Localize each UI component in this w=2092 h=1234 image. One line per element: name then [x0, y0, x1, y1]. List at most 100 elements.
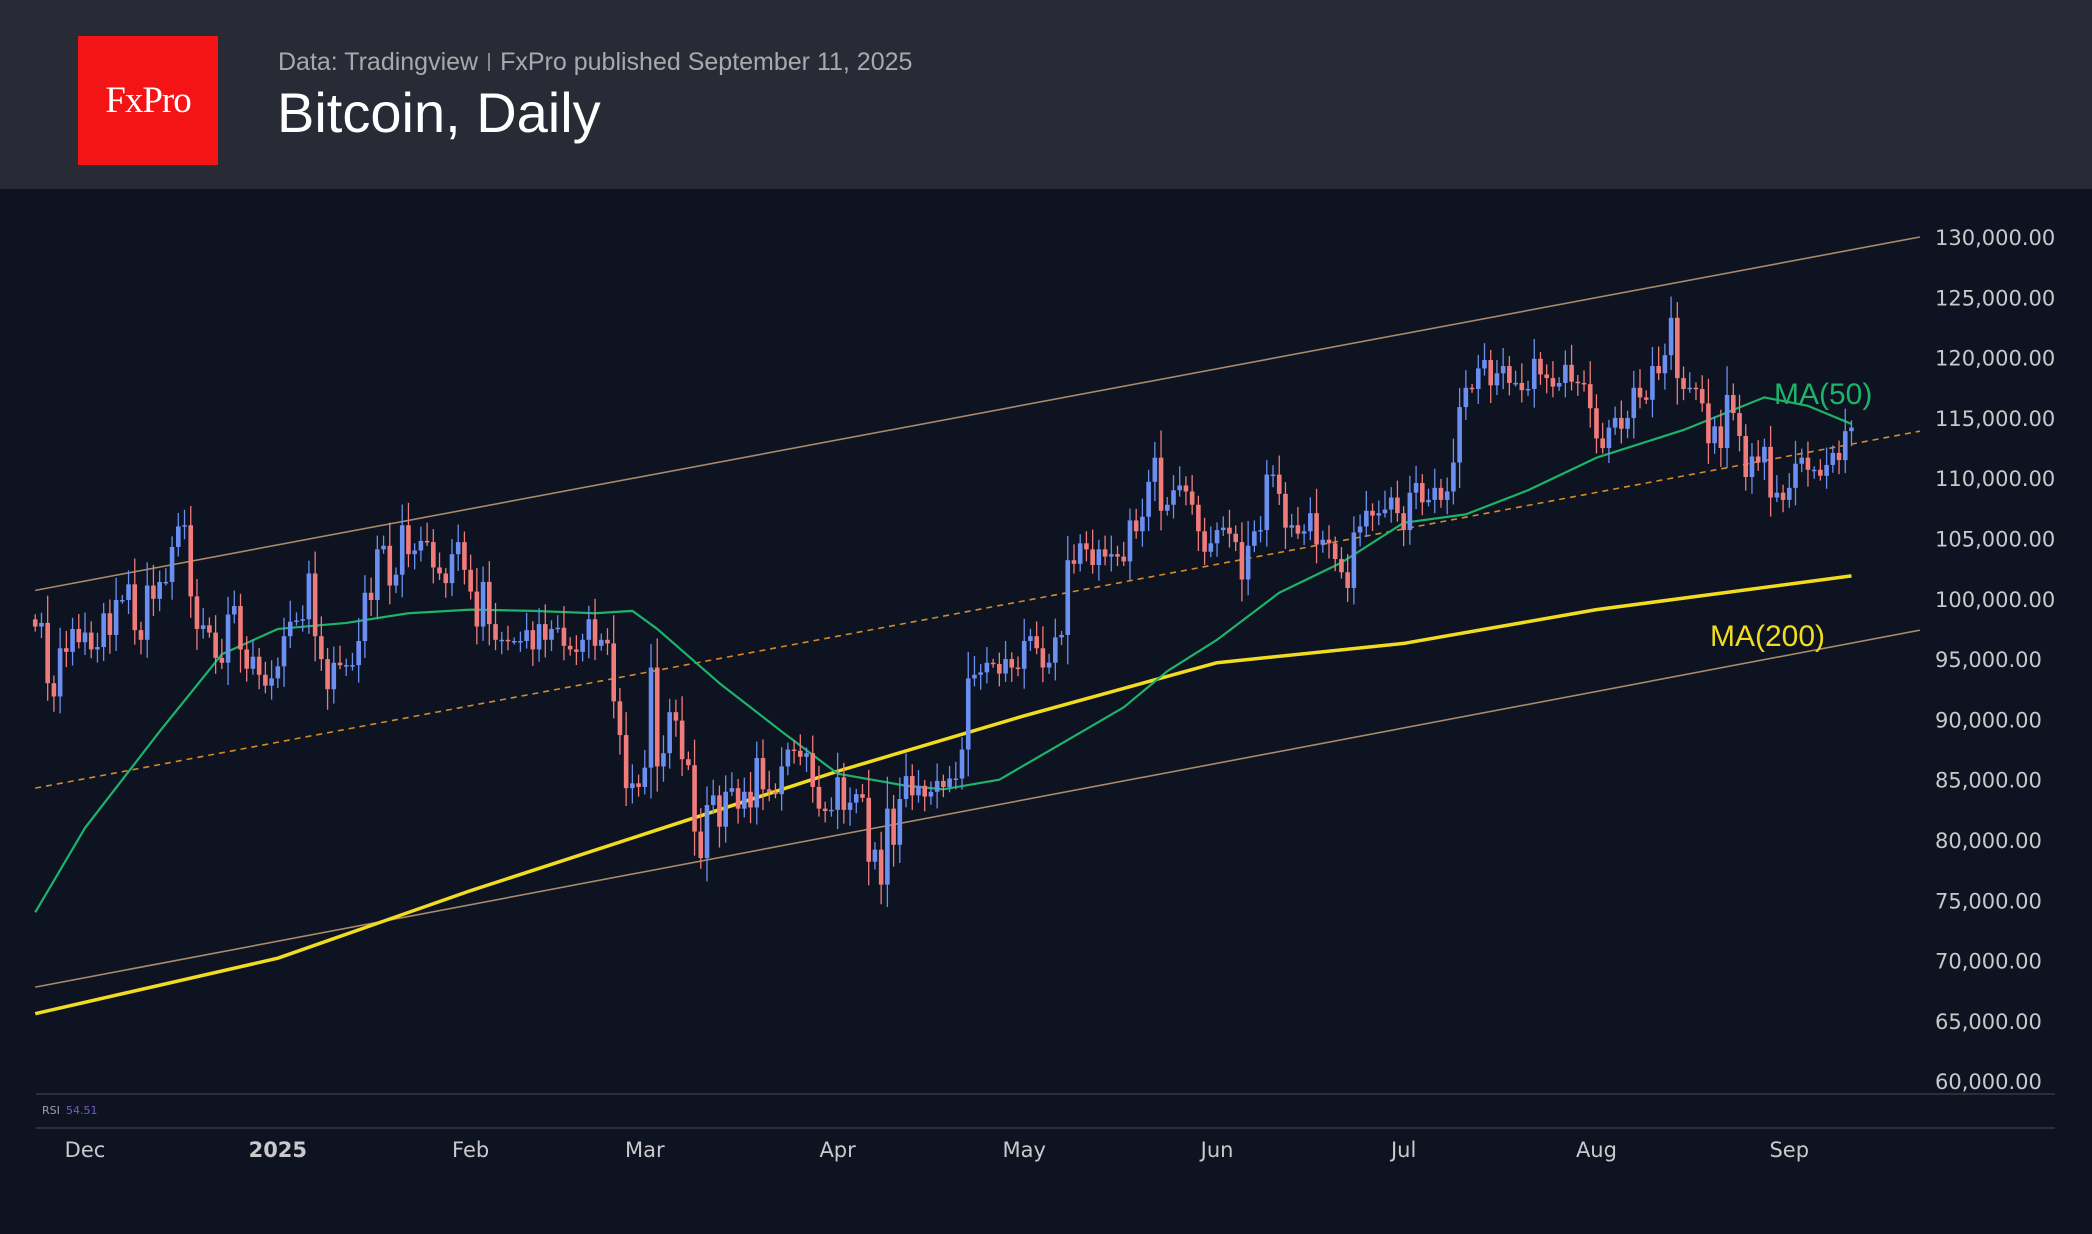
candle-body [1755, 456, 1761, 463]
candle-body [1196, 504, 1201, 532]
candle-body [144, 585, 150, 640]
price-tick-label: 120,000.00 [1935, 347, 2055, 371]
candle-body [1295, 525, 1301, 534]
candle-body [1264, 474, 1270, 531]
candle [586, 605, 592, 659]
candle-body [1071, 560, 1077, 564]
candle-body [1376, 513, 1382, 516]
rsi-label: RSI [42, 1104, 60, 1117]
candle [1146, 469, 1151, 532]
candle-body [1606, 427, 1612, 449]
candle-body [723, 791, 728, 827]
candle [1774, 475, 1780, 503]
candle [424, 522, 430, 546]
candle [120, 594, 125, 604]
candle-body [909, 776, 915, 796]
candle [393, 567, 399, 594]
candle-body [300, 619, 305, 621]
candle-body [194, 596, 200, 629]
candle-body [592, 619, 598, 646]
candle-body [1289, 525, 1294, 528]
candle-body [972, 674, 977, 679]
candle [1028, 628, 1033, 652]
candle [791, 739, 797, 764]
candle [95, 632, 100, 663]
candle-body [1432, 487, 1438, 500]
candle-body [580, 639, 585, 652]
candle [1656, 346, 1661, 381]
candle-body [1731, 394, 1736, 414]
candle [169, 536, 175, 600]
candle [1395, 480, 1400, 522]
candle-body [903, 776, 909, 799]
candle-body [443, 573, 449, 584]
candle-body [897, 798, 903, 845]
candle [760, 739, 766, 811]
candle-body [1488, 360, 1494, 386]
candle [623, 712, 629, 806]
candle-body [1737, 413, 1742, 436]
candle-body [1836, 452, 1842, 461]
candle [1364, 490, 1369, 537]
candle-body [225, 614, 231, 663]
candle [312, 551, 318, 662]
candle [1102, 535, 1108, 566]
candle [325, 648, 330, 710]
candle [82, 612, 88, 655]
candle-body [1830, 452, 1836, 465]
candle [39, 612, 44, 639]
candle [1053, 618, 1058, 681]
candle-body [1799, 457, 1805, 464]
candle-body [605, 639, 610, 644]
candle-body [1824, 464, 1829, 476]
candle [549, 620, 554, 652]
candle-body [1276, 474, 1282, 494]
candle-body [567, 645, 573, 650]
candle-body [1413, 483, 1419, 493]
candle-body [312, 573, 318, 637]
date-tick-label: Mar [625, 1138, 665, 1162]
candle [909, 764, 915, 811]
candle-body [1849, 427, 1854, 432]
chart-title: Bitcoin, Daily [277, 81, 601, 144]
candle-body [1077, 543, 1083, 564]
candle [990, 658, 996, 668]
candle-body [368, 592, 374, 601]
candle [574, 635, 579, 666]
candle [1046, 653, 1052, 674]
moving-averages [34, 396, 1852, 1016]
candle [1077, 534, 1083, 572]
candle-body [393, 574, 399, 586]
candle [922, 779, 927, 812]
candle [1295, 506, 1301, 539]
candle [1581, 370, 1587, 392]
candle [375, 535, 380, 620]
candle-body [1401, 513, 1406, 531]
candle [294, 612, 299, 626]
rsi-value: 54.51 [66, 1104, 98, 1117]
candle [679, 696, 685, 776]
candle [207, 617, 212, 638]
candle [1699, 375, 1705, 412]
candle [860, 784, 865, 803]
candle-body [1699, 388, 1705, 404]
candle [113, 577, 119, 652]
candle-body [1245, 545, 1251, 580]
candle [331, 646, 337, 704]
candle [1227, 509, 1232, 548]
candle-body [1426, 499, 1431, 503]
candle-body [1326, 539, 1332, 544]
fxpro-logo: FxPro [78, 36, 218, 165]
candles [32, 296, 1854, 908]
candle [505, 625, 511, 651]
candle [798, 734, 803, 766]
candle-body [1127, 520, 1133, 562]
candle-body [1140, 516, 1145, 532]
candle [399, 504, 405, 598]
candle [76, 613, 82, 649]
candle-body [1003, 659, 1008, 674]
candle-body [679, 720, 685, 760]
candle [605, 628, 610, 655]
ma200-label: MA(200) [1710, 620, 1825, 653]
candle [1202, 517, 1207, 565]
